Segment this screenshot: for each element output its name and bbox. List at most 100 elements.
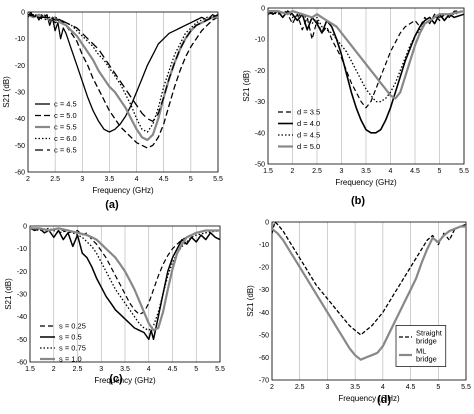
series-line-4	[28, 14, 218, 133]
y-tick-label: 0	[21, 10, 25, 17]
panel-caption: (d)	[377, 394, 391, 406]
y-tick-label: 0	[23, 224, 27, 231]
legend-label: bridge	[416, 355, 437, 364]
series-line-4	[268, 10, 464, 100]
x-tick-label: 2	[270, 384, 274, 391]
x-tick-label: 3	[80, 176, 84, 183]
plot-frame	[267, 7, 465, 165]
x-tick-label: 2.5	[312, 168, 322, 175]
y-tick-label: -40	[15, 116, 25, 123]
legend-label: c = 6.0	[54, 134, 77, 143]
legend-label: s = 0.25	[59, 322, 86, 331]
x-tick-label: 5	[436, 384, 440, 391]
series-line-1	[272, 222, 466, 336]
y-tick-label: -50	[259, 332, 269, 339]
series-line-3	[28, 13, 218, 142]
panel-caption: (c)	[109, 373, 123, 385]
legend-label: bridge	[416, 337, 437, 346]
x-tick-label: 3	[340, 168, 344, 175]
legend-label: c = 4.5	[54, 100, 77, 109]
y-tick-label: -30	[259, 287, 269, 294]
series-group	[28, 12, 218, 149]
y-tick-label: -40	[17, 314, 27, 321]
y-tick-label: 0	[265, 220, 269, 227]
x-tick-label: 2.5	[295, 384, 305, 391]
y-tick-label: -10	[255, 37, 265, 44]
chart-panel-3: 1.5 2 2.5 3 3.5 4 4.5 5 5.5 0 -10 -20 -30 -40 -50 -60 Fr…	[4, 224, 225, 386]
x-tick-label: 2.5	[73, 366, 83, 373]
y-tick-label: -50	[17, 337, 27, 344]
series-group	[30, 227, 220, 341]
y-tick-label: -40	[255, 130, 265, 137]
panel-caption: (b)	[351, 195, 365, 207]
x-axis-label: Frequency (GHz)	[94, 376, 156, 385]
legend-box	[395, 325, 447, 367]
legend-label: c = 6.5	[54, 146, 77, 155]
x-tick-label: 3.5	[120, 366, 130, 373]
y-tick-label: -30	[17, 292, 27, 299]
chart-panel-1: 2 2.5 3 3.5 4 4.5 5 5.5 0 -10 -20 -30 -40 -50 -60 Frequ…	[2, 10, 223, 212]
panel-caption: (a)	[105, 199, 119, 211]
y-axis-label: S21 (dB)	[242, 70, 251, 102]
x-tick-label: 1.5	[25, 366, 35, 373]
legend-label: ML	[416, 347, 426, 356]
legend-label: s = 1.0	[59, 355, 82, 364]
y-axis-label: S21 (dB)	[4, 278, 13, 310]
y-tick-label: -20	[17, 269, 27, 276]
legend: s = 0.25 s = 0.5 s = 0.75 s = 1.0	[40, 322, 86, 364]
x-tick-label: 4.5	[410, 168, 420, 175]
series-group	[268, 10, 464, 134]
plot-frame	[271, 221, 467, 381]
x-tick-label: 4.5	[406, 384, 416, 391]
x-tick-label: 2	[26, 176, 30, 183]
y-tick-label: -60	[17, 360, 27, 367]
x-tick-label: 5.5	[459, 168, 469, 175]
plot-frame	[27, 11, 219, 173]
plot-frame	[29, 225, 221, 363]
x-axis-label: Frequency (GHz)	[338, 394, 400, 403]
x-tick-label: 3	[325, 384, 329, 391]
chart-panel-4: 2 2.5 3 3.5 4 4.5 5 5.5 0 -10 -20 -30 -40 -50 -60 -70 Fr…	[246, 220, 471, 407]
y-tick-label: -20	[255, 68, 265, 75]
series-line-2	[272, 225, 466, 361]
y-tick-label: -50	[255, 162, 265, 169]
x-tick-label: 4	[389, 168, 393, 175]
x-tick-label: 2.5	[50, 176, 60, 183]
y-tick-label: -30	[255, 99, 265, 106]
y-tick-label: -10	[259, 242, 269, 249]
x-tick-label: 4	[135, 176, 139, 183]
legend-label: c = 5.0	[54, 111, 77, 120]
y-tick-label: 0	[261, 6, 265, 13]
x-tick-label: 3.5	[105, 176, 115, 183]
y-tick-label: -50	[15, 143, 25, 150]
x-tick-label: 2	[52, 366, 56, 373]
y-tick-label: -60	[15, 170, 25, 177]
y-tick-label: -20	[259, 265, 269, 272]
y-tick-label: -10	[17, 246, 27, 253]
x-tick-label: 5	[189, 176, 193, 183]
legend-label: Straight	[416, 329, 443, 338]
x-tick-label: 3.5	[350, 384, 360, 391]
x-tick-label: 3.5	[361, 168, 371, 175]
legend-label: c = 5.5	[54, 123, 77, 132]
series-line-5	[28, 14, 218, 122]
x-tick-label: 5.5	[215, 366, 225, 373]
x-tick-label: 5.5	[461, 384, 471, 391]
y-tick-label: -40	[259, 310, 269, 317]
legend-label: d = 3.5	[297, 108, 320, 117]
y-tick-label: -20	[15, 63, 25, 70]
chart-panel-2: 1.5 2 2.5 3 3.5 4 4.5 5 5.5 0 -10 -20 -30 -40 -50 Frequ…	[242, 6, 469, 208]
x-tick-label: 4	[381, 384, 385, 391]
legend-label: d = 5.0	[297, 142, 320, 151]
series-line-1	[268, 10, 464, 109]
legend-label: d = 4.5	[297, 131, 320, 140]
x-tick-label: 2	[291, 168, 295, 175]
x-tick-label: 4	[147, 366, 151, 373]
x-axis-label: Frequency (GHz)	[335, 178, 397, 187]
y-tick-label: -70	[259, 378, 269, 385]
x-tick-label: 1.5	[263, 168, 273, 175]
x-tick-label: 5.5	[213, 176, 223, 183]
legend: d = 3.5 d = 4.0 d = 4.5 d = 5.0	[278, 108, 320, 151]
